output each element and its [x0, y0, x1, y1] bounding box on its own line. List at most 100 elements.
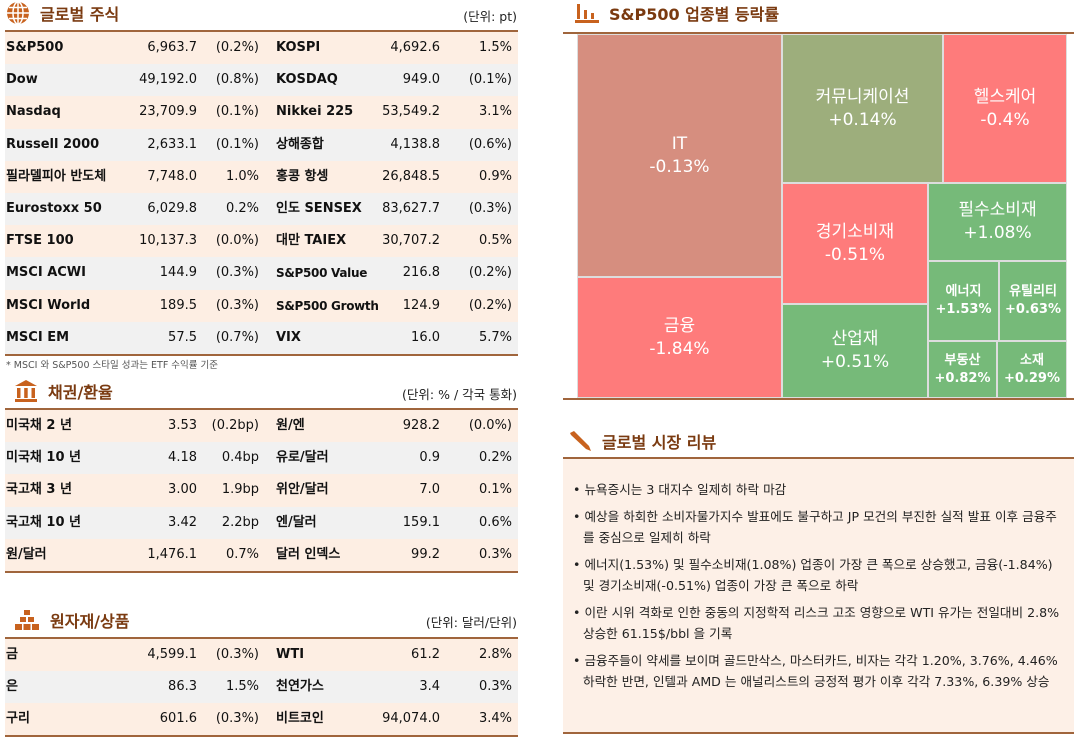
name-right: 위안/달러 [276, 482, 329, 498]
change-right: 3.4% [478, 711, 512, 727]
sector-name: 커뮤니케이션 [815, 86, 910, 107]
sector-name: 에너지 [945, 284, 982, 299]
value-left: 6,029.8 [147, 200, 197, 216]
change-right: (0.0%) [468, 418, 512, 433]
sector-change: +0.63% [1005, 302, 1061, 317]
change-left: (0.1%) [215, 104, 259, 120]
name-left: Russell 2000 [6, 136, 100, 152]
globe-icon [7, 1, 29, 25]
value-right: 94,074.0 [382, 711, 440, 727]
sector-change: +0.29% [1004, 370, 1060, 386]
change-left: (0.7%) [215, 329, 259, 345]
change-left: 2.2bp [221, 514, 259, 530]
change-left: (0.3%) [215, 265, 259, 281]
review-item: 에너지(1.53%) 및 필수소비재(1.08%) 업종이 가장 큰 폭으로 상… [571, 554, 1066, 596]
change-left: 1.0% [225, 168, 259, 184]
equities-note: * MSCI 와 S&P500 스타일 성과는 ETF 수익률 기준 [6, 360, 219, 371]
bonds-unit: (단위: % / 각국 통화) [402, 387, 517, 402]
change-right: 0.9% [478, 168, 512, 184]
table-row: Eurostoxx 50 6,029.8 0.2% 인도 SENSEX 83,627.7… [5, 192, 518, 226]
sector-tile: 커뮤니케이션 +0.14% [782, 34, 943, 183]
change-right: 0.2% [478, 450, 512, 466]
name-right: KOSDAQ [276, 72, 338, 88]
review-box: 뉴욕증시는 3 대지수 일제히 하락 마감예상을 하회한 소비자물가지수 발표에… [563, 459, 1074, 734]
sector-name: 부동산 [944, 352, 981, 368]
value-left: 6,963.7 [147, 40, 197, 55]
change-left: (0.1%) [215, 136, 259, 152]
change-left: (0.3%) [215, 711, 259, 727]
name-right: 유로/달러 [276, 450, 329, 466]
change-left: 0.2% [225, 200, 259, 216]
value-left: 1,476.1 [147, 546, 197, 562]
name-left: 금 [6, 647, 18, 662]
value-right: 83,627.7 [382, 200, 440, 216]
name-left: 은 [6, 679, 18, 695]
change-left: (0.2%) [215, 40, 259, 55]
value-left: 7,748.0 [147, 168, 197, 184]
sector-tile: 필수소비재 +1.08% [928, 183, 1067, 261]
value-left: 601.6 [159, 711, 197, 727]
value-right: 30,707.2 [382, 233, 440, 249]
bonds-title: 채권/환율 [48, 383, 113, 402]
review-item: 이란 시위 격화로 인한 중동의 지정학적 리스크 고조 영향으로 WTI 유가… [571, 602, 1066, 644]
change-right: (0.2%) [468, 265, 512, 281]
sector-change: +0.14% [828, 109, 897, 130]
value-left: 49,192.0 [139, 72, 197, 88]
name-left: 필라델피아 반도체 [6, 168, 107, 184]
pencil-icon [570, 431, 591, 451]
value-right: 949.0 [402, 72, 440, 88]
value-right: 124.9 [402, 297, 440, 313]
value-left: 10,137.3 [139, 233, 197, 249]
change-right: (0.6%) [468, 136, 512, 152]
review-header: 글로벌 시장 리뷰 [568, 428, 716, 454]
sector-change: -0.13% [649, 156, 710, 177]
value-right: 159.1 [402, 514, 440, 530]
change-left: 1.5% [225, 679, 259, 695]
sector-change: -0.4% [980, 109, 1030, 130]
bar-chart-icon [575, 4, 599, 23]
name-left: Eurostoxx 50 [6, 200, 102, 216]
review-item: 예상을 하회한 소비자물가지수 발표에도 불구하고 JP 모건의 부진한 실적 … [571, 506, 1066, 548]
name-right: Nikkei 225 [276, 104, 354, 120]
review-item: 뉴욕증시는 3 대지수 일제히 하락 마감 [571, 479, 1066, 500]
sector-name: 산업재 [831, 329, 879, 349]
sector-tile: IT -0.13% [577, 34, 782, 277]
value-right: 99.2 [411, 546, 440, 562]
review-item: 금융주들이 약세를 보이며 골드만삭스, 마스터카드, 비자는 각각 1.20%… [571, 650, 1066, 692]
value-left: 23,709.9 [139, 104, 197, 120]
change-right: (0.1%) [468, 72, 512, 88]
sector-change: -1.84% [649, 338, 710, 359]
name-right: VIX [276, 329, 301, 345]
table-row: 미국채 10 년 4.18 0.4bp 유로/달러 0.9 0.2% [5, 442, 518, 475]
change-right: 3.1% [478, 104, 512, 120]
commodities-header: 원자재/상품 [14, 607, 129, 633]
name-right: WTI [276, 647, 305, 662]
name-left: 미국채 10 년 [6, 450, 81, 466]
sectors-title: S&P500 업종별 등락률 [609, 5, 780, 24]
value-left: 144.9 [159, 265, 197, 281]
table-row: FTSE 100 10,137.3 (0.0%) 대만 TAIEX 30,707.2 0.… [5, 225, 518, 258]
sector-name: 경기소비재 [815, 221, 895, 242]
name-right: 천연가스 [276, 679, 324, 695]
value-right: 4,138.8 [390, 136, 440, 152]
commodities-unit: (단위: 달러/단위) [425, 615, 517, 630]
value-left: 4.18 [168, 450, 197, 466]
sector-change: +1.53% [935, 302, 992, 317]
name-right: KOSPI [276, 40, 321, 55]
value-right: 53,549.2 [382, 104, 440, 120]
value-right: 0.9 [419, 450, 440, 466]
sector-tile: 헬스케어 -0.4% [943, 34, 1067, 183]
change-left: (0.0%) [215, 233, 259, 249]
sector-name: 소재 [1020, 352, 1044, 368]
name-right: S&P500 Growth [276, 298, 379, 313]
name-right: S&P500 Value [276, 266, 368, 281]
sector-change: +1.08% [963, 223, 1032, 243]
value-right: 928.2 [402, 418, 440, 433]
table-row: S&P500 6,963.7 (0.2%) KOSPI 4,692.6 1.5% [5, 32, 518, 65]
commodities-title: 원자재/상품 [50, 612, 130, 631]
change-right: (0.3%) [468, 200, 512, 216]
name-left: Dow [6, 72, 38, 88]
change-right: 5.7% [478, 329, 512, 345]
table-row: MSCI ACWI 144.9 (0.3%) S&P500 Value 216.8 (0.… [5, 257, 518, 290]
sector-name: 금융 [663, 315, 696, 336]
